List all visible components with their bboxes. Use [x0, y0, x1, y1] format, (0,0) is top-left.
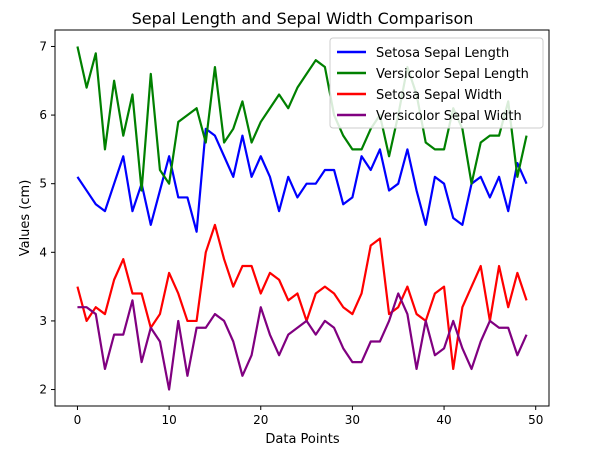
legend-label-versicolor-sepal-width: Versicolor Sepal Width [376, 109, 522, 124]
series-line-versicolor-sepal-width [77, 292, 528, 391]
y-tick-label: 3 [39, 314, 47, 328]
series-line-setosa-sepal-width [76, 223, 528, 371]
x-tick-label: 0 [74, 413, 82, 427]
y-axis-ticks: 2 3 4 5 6 7 [39, 39, 55, 397]
y-tick-label: 7 [39, 39, 47, 53]
plot-frame [54, 29, 550, 407]
x-tick-label: 10 [161, 413, 176, 427]
legend-label-versicolor-sepal-length: Versicolor Sepal Length [376, 67, 529, 82]
y-tick-label: 4 [39, 245, 47, 259]
legend-label-setosa-sepal-width: Setosa Sepal Width [376, 88, 502, 103]
legend: Setosa Sepal Length Versicolor Sepal Len… [329, 37, 544, 129]
x-axis-ticks: 0 10 20 30 40 50 [74, 406, 543, 427]
y-tick-label: 2 [39, 383, 47, 397]
x-tick-label: 30 [345, 413, 360, 427]
x-tick-label: 20 [253, 413, 268, 427]
x-axis-label: Data Points [265, 432, 339, 447]
y-tick-label: 5 [39, 177, 47, 191]
legend-box [329, 37, 544, 129]
x-tick-label: 40 [436, 413, 451, 427]
y-tick-label: 6 [39, 108, 47, 122]
legend-label-setosa-sepal-length: Setosa Sepal Length [376, 46, 509, 61]
series-line-setosa-sepal-length [76, 127, 528, 233]
x-tick-label: 50 [528, 413, 543, 427]
y-axis-label: Values (cm) [18, 180, 33, 257]
chart-title: Sepal Length and Sepal Width Comparison [132, 9, 474, 28]
